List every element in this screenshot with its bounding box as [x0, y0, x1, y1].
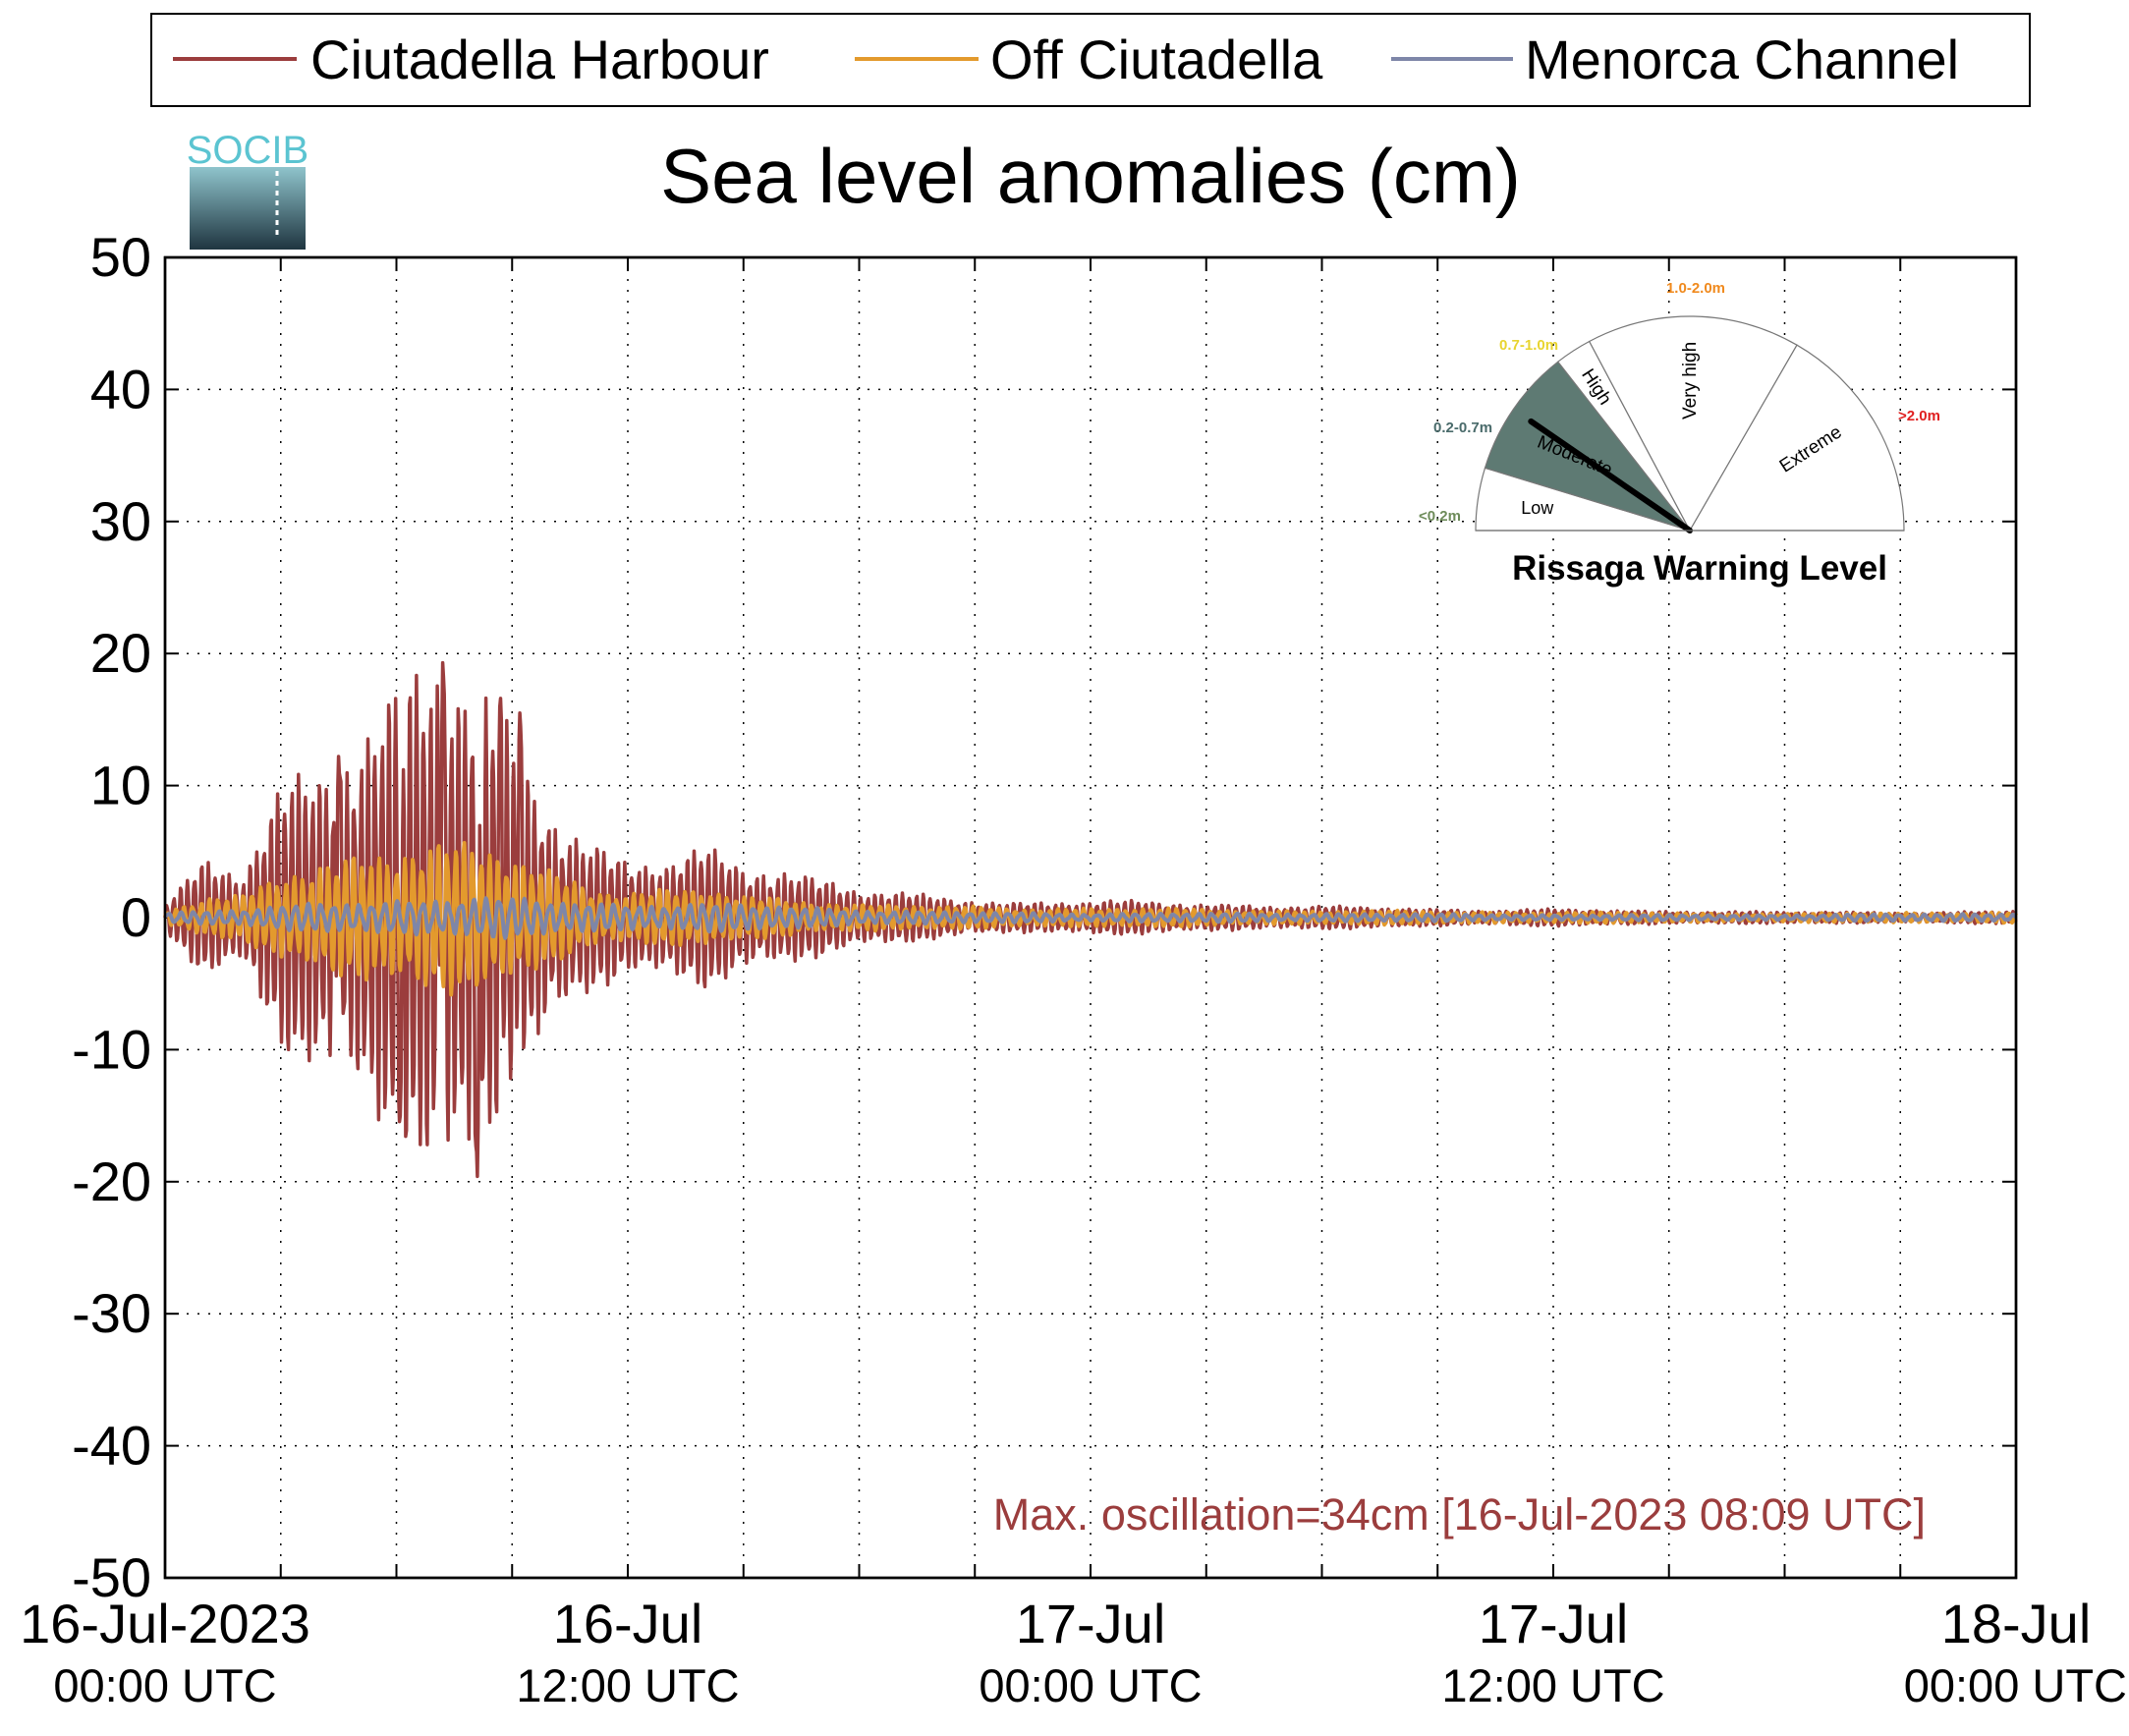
y-tick-label: 30 — [90, 490, 151, 552]
x-tick-label-date: 16-Jul — [553, 1593, 703, 1654]
y-tick-label: -20 — [72, 1150, 151, 1212]
series-line-menorca-channel — [163, 896, 2018, 940]
socib-logo: SOCIB — [187, 129, 308, 250]
x-tick-label-time: 00:00 UTC — [1904, 1659, 2127, 1711]
y-tick-label: 20 — [90, 622, 151, 684]
x-tick-label-date: 17-Jul — [1016, 1593, 1166, 1654]
legend-label-menorca-channel: Menorca Channel — [1525, 28, 1959, 90]
gauge-sector-extreme-range: >2.0m — [1898, 408, 1940, 424]
y-tick-label: 40 — [90, 358, 151, 420]
data-series — [163, 660, 2018, 1179]
logo-text: SOCIB — [187, 129, 308, 172]
y-tick-label: 0 — [121, 886, 151, 948]
x-tick-label-time: 00:00 UTC — [53, 1659, 276, 1711]
gauge-sector-moderate — [1484, 361, 1692, 532]
gauge-sector-extreme — [1688, 344, 1905, 532]
series-line-off-ciutadella — [163, 841, 2018, 997]
plot-frame — [163, 255, 2018, 1580]
gauge-title: Rissaga Warning Level — [1512, 549, 1887, 588]
logo-wave-graphic — [190, 167, 306, 250]
x-tick-label-time: 00:00 UTC — [979, 1659, 1202, 1711]
gauge-sector-very-high — [1588, 315, 1798, 532]
gauge-sector-low-range: <0.2m — [1419, 508, 1461, 525]
x-tick-label-time: 12:00 UTC — [1441, 1659, 1664, 1711]
chart-title: Sea level anomalies (cm) — [660, 133, 1521, 219]
x-tick-label-time: 12:00 UTC — [516, 1659, 739, 1711]
gauge-sector-very-high-label: Very high — [1680, 342, 1701, 420]
y-tick-label: -30 — [72, 1282, 151, 1344]
gauge-sector-low-label: Low — [1521, 498, 1554, 518]
legend-box — [150, 13, 2031, 107]
legend-label-ciutadella-harbour: Ciutadella Harbour — [310, 28, 769, 90]
gauge-sector-very-high-range: 1.0-2.0m — [1666, 280, 1725, 297]
x-tick-label-date: 16-Jul-2023 — [20, 1593, 310, 1654]
y-tick-label: -40 — [72, 1415, 151, 1477]
y-axis-tick-labels: 50 40 30 20 10 0 -10 -20 -30 -40 -50 — [72, 226, 151, 1608]
y-tick-label: -50 — [72, 1546, 151, 1608]
gauge-sector-moderate-range: 0.2-0.7m — [1433, 420, 1492, 436]
x-tick-label-date: 18-Jul — [1941, 1593, 2092, 1654]
x-tick-label-date: 17-Jul — [1479, 1593, 1629, 1654]
legend: Ciutadella Harbour Off Ciutadella Menorc… — [150, 13, 2031, 107]
y-tick-label: -10 — [72, 1018, 151, 1080]
gauge-needle — [1528, 418, 1693, 533]
y-tick-label: 10 — [90, 755, 151, 816]
legend-label-off-ciutadella: Off Ciutadella — [990, 28, 1323, 90]
y-tick-label: 50 — [90, 226, 151, 288]
gauge-sector-high-range: 0.7-1.0m — [1499, 337, 1558, 354]
max-oscillation-annotation: Max. oscillation=34cm [16-Jul-2023 08:09… — [993, 1489, 1926, 1540]
